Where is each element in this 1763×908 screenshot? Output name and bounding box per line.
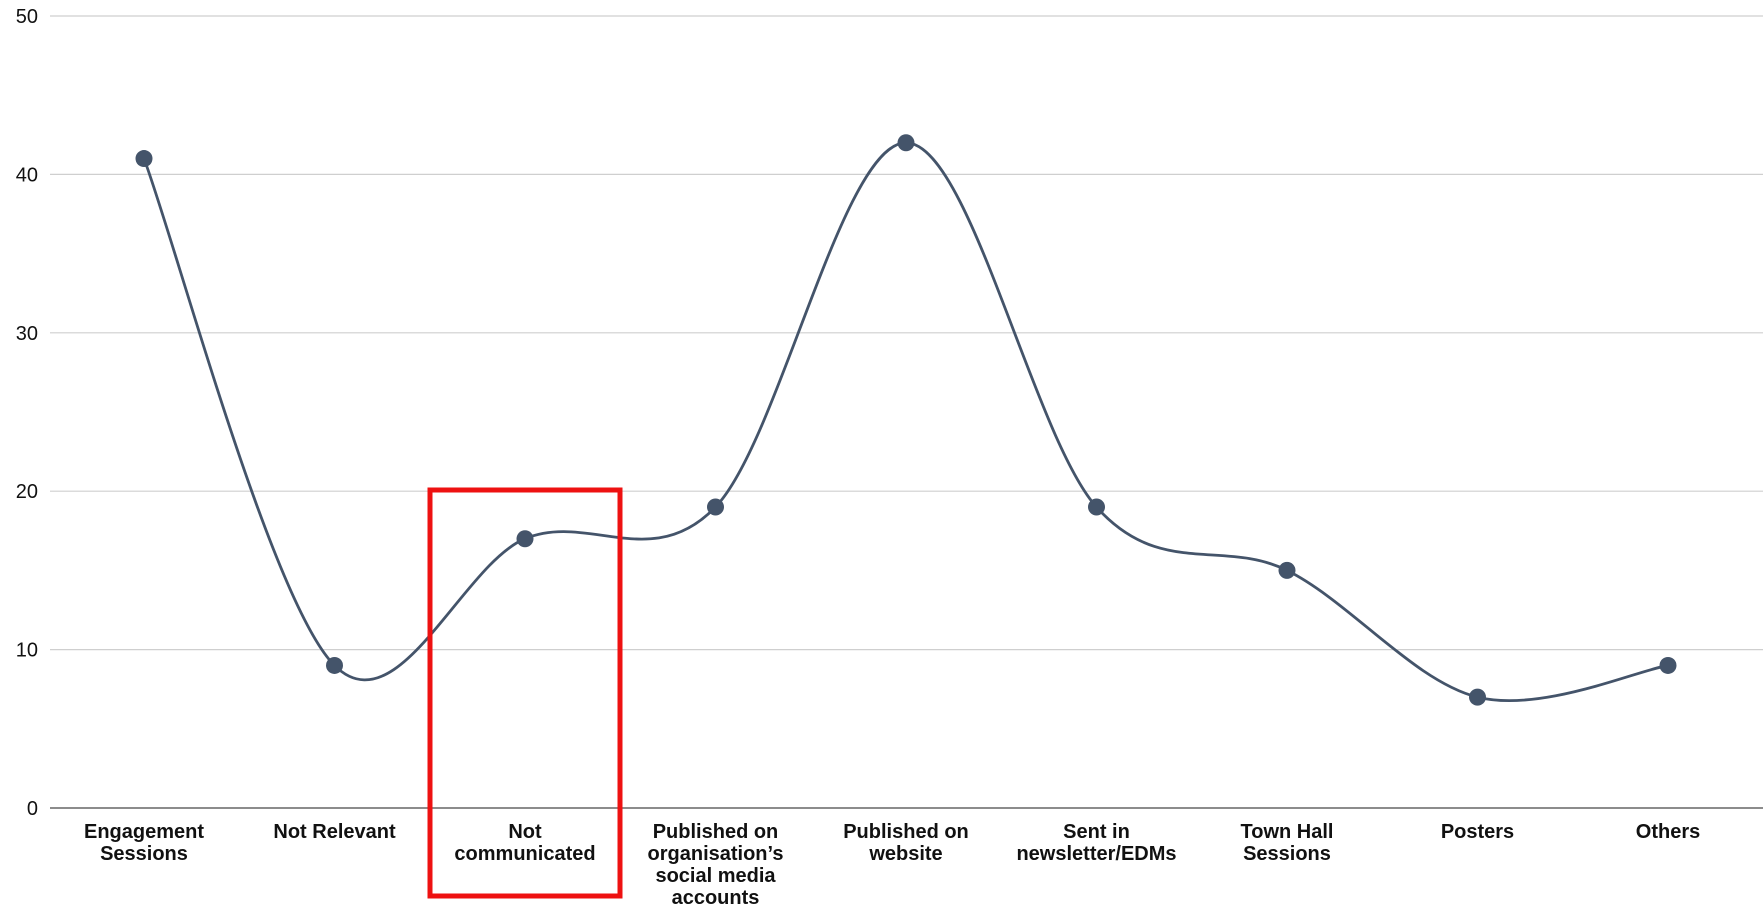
data-point xyxy=(1088,498,1105,516)
y-tick-label: 30 xyxy=(16,323,38,345)
x-axis-labels: Engagement Sessions Not Relevant Not communi… xyxy=(84,821,1700,908)
y-tick-label: 40 xyxy=(16,164,38,186)
x-category-label: Posters xyxy=(1441,821,1514,843)
x-category-label: Town Hall Sessions xyxy=(1241,821,1334,865)
highlight-layer xyxy=(427,487,623,899)
x-category-label: Sent in newsletter/EDMs xyxy=(1016,821,1176,865)
x-category-label: Published on website xyxy=(843,821,969,865)
y-axis-ticks: 0 10 20 30 40 50 xyxy=(16,6,38,820)
series-line-layer xyxy=(142,141,1669,702)
data-point xyxy=(135,150,153,168)
x-category-label: Not communicated xyxy=(454,821,595,865)
grid-lines xyxy=(50,15,1763,809)
x-category-label: Others xyxy=(1636,821,1700,843)
data-point xyxy=(897,134,915,152)
x-category-label: Not Relevant xyxy=(273,821,396,843)
data-point xyxy=(1278,561,1296,579)
y-tick-label: 0 xyxy=(27,798,38,820)
data-point xyxy=(707,498,724,516)
x-category-label: Published on organisation’s social media ac… xyxy=(648,821,784,908)
y-tick-label: 20 xyxy=(16,481,38,503)
y-tick-label: 10 xyxy=(16,640,38,662)
data-point xyxy=(516,530,534,548)
y-tick-label: 50 xyxy=(16,6,38,28)
highlight-box xyxy=(427,487,623,899)
data-points xyxy=(135,134,1677,706)
data-point xyxy=(326,656,343,674)
data-point xyxy=(1659,656,1677,674)
x-category-label: Engagement Sessions xyxy=(84,821,204,865)
series-line xyxy=(142,141,1669,702)
data-point xyxy=(1469,688,1486,706)
